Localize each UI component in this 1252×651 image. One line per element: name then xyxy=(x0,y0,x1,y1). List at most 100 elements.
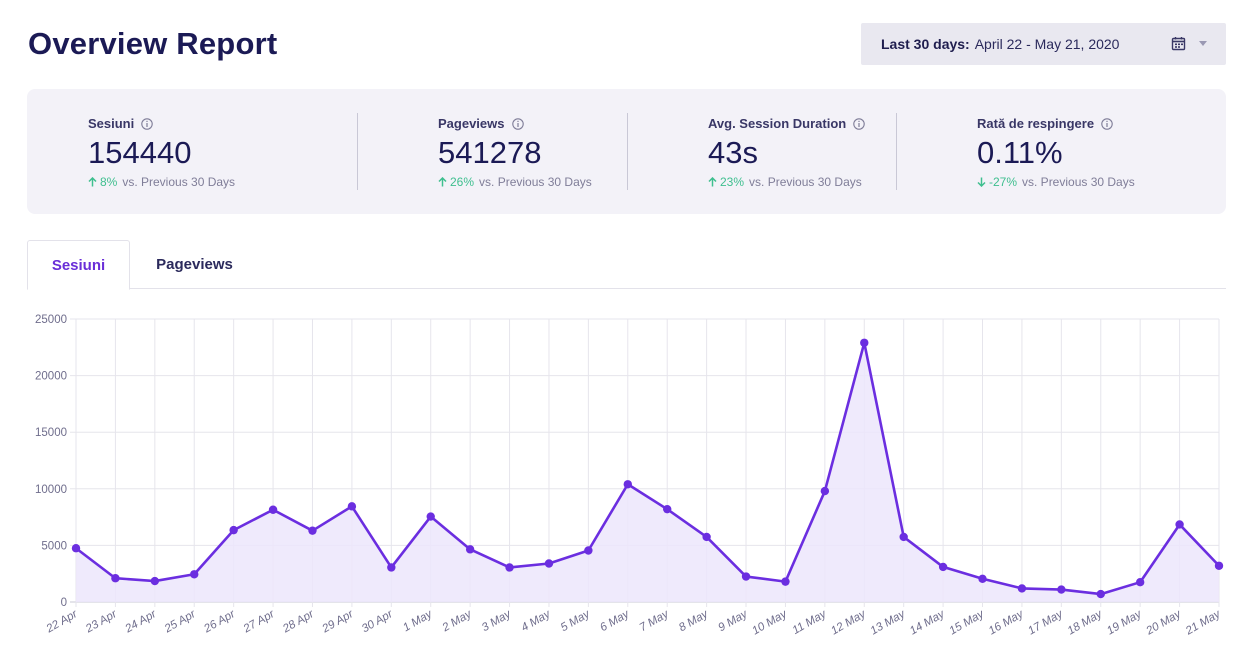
info-icon[interactable] xyxy=(1101,117,1113,130)
x-tick-label: 29 Apr xyxy=(320,608,357,636)
info-icon[interactable] xyxy=(511,117,524,130)
sessions-chart: 25000 20000 15000 10000 5000 0 22 Apr 23 Apr 24… xyxy=(35,314,1224,638)
x-tick-label: 20 May xyxy=(1144,608,1185,638)
stat-compare-text: vs. Previous 30 Days xyxy=(1022,175,1135,189)
stat-change-percent: 8% xyxy=(100,175,118,189)
stat-compare-text: vs. Previous 30 Days xyxy=(479,175,592,189)
x-tick-label: 17 May xyxy=(1026,608,1066,638)
data-point xyxy=(663,504,672,514)
data-point xyxy=(71,544,81,553)
data-point xyxy=(1017,584,1027,593)
x-tick-label: 11 May xyxy=(790,608,829,637)
stat-value: 0.11% xyxy=(977,135,1063,170)
info-icon[interactable] xyxy=(141,117,153,130)
x-tick-label: 2 May xyxy=(440,608,475,635)
data-point xyxy=(308,526,317,535)
stat-change-percent: 23% xyxy=(720,175,745,189)
data-point xyxy=(190,570,199,579)
data-point xyxy=(623,480,632,489)
data-point xyxy=(702,532,711,542)
y-tick-label: 25000 xyxy=(35,314,67,326)
data-point xyxy=(387,563,396,572)
y-tick-label: 0 xyxy=(61,597,67,609)
data-point xyxy=(899,532,908,542)
data-point xyxy=(347,502,357,511)
x-tick-label: 26 Apr xyxy=(201,608,238,636)
stat-title: Avg. Session Duration xyxy=(708,116,847,131)
y-tick-label: 15000 xyxy=(35,427,67,439)
series-line xyxy=(75,341,1220,596)
data-point xyxy=(1214,561,1224,570)
x-tick-label: 8 May xyxy=(677,608,711,635)
stat-title: Rată de respingere xyxy=(977,116,1095,131)
data-point xyxy=(1135,577,1145,587)
data-point xyxy=(781,577,790,586)
date-range-label: Last 30 days: xyxy=(881,36,970,52)
data-point xyxy=(741,572,751,581)
data-point xyxy=(505,563,514,572)
data-point xyxy=(1175,520,1184,529)
date-range-picker[interactable]: Last 30 days: April 22 - May 21, 2020 xyxy=(861,23,1226,65)
arrow-up-icon xyxy=(708,177,717,187)
divider xyxy=(896,113,897,190)
x-tick-label: 13 May xyxy=(869,608,909,638)
data-point xyxy=(111,574,120,583)
y-tick-label: 20000 xyxy=(35,371,67,383)
tab-pageviews[interactable]: Pageviews xyxy=(156,256,233,273)
arrow-up-icon xyxy=(88,177,97,187)
x-tick-label: 12 May xyxy=(829,608,869,638)
data-point xyxy=(544,559,554,568)
x-tick-label: 21 May xyxy=(1183,608,1224,638)
y-tick-label: 10000 xyxy=(35,484,67,496)
stat-compare-text: vs. Previous 30 Days xyxy=(122,175,236,189)
x-tick-label: 30 Apr xyxy=(360,608,396,636)
stat-title: Pageviews xyxy=(438,116,505,131)
x-tick-label: 16 May xyxy=(987,608,1027,638)
data-point xyxy=(860,338,869,347)
stat-value: 154440 xyxy=(88,135,192,170)
x-tick-label: 22 Apr xyxy=(44,608,81,636)
data-point xyxy=(1096,589,1105,599)
chevron-down-icon[interactable] xyxy=(1199,41,1207,46)
data-point xyxy=(465,545,475,554)
stat-value: 43s xyxy=(708,135,758,170)
chart-tabs: Sesiuni Pageviews xyxy=(27,240,1226,290)
x-tick-label: 7 May xyxy=(638,608,672,635)
y-tick-label: 5000 xyxy=(41,540,67,552)
data-point xyxy=(268,505,278,514)
x-tick-label: 24 Apr xyxy=(122,608,159,636)
info-icon[interactable] xyxy=(853,117,865,130)
tab-sesiuni[interactable]: Sesiuni xyxy=(27,240,130,290)
x-tick-label: 27 Apr xyxy=(241,608,278,636)
page-title: Overview Report xyxy=(28,26,278,61)
divider xyxy=(627,113,628,190)
stat-change-percent: -27% xyxy=(989,175,1018,189)
data-point xyxy=(978,574,987,583)
x-tick-label: 14 May xyxy=(908,608,948,638)
data-point xyxy=(229,525,238,535)
x-tick-label: 4 May xyxy=(519,608,553,635)
stat-value: 541278 xyxy=(438,135,542,170)
x-tick-label: 3 May xyxy=(480,608,514,635)
x-tick-label: 25 Apr xyxy=(162,608,199,636)
x-tick-label: 1 May xyxy=(401,608,435,635)
stats-panel: Sesiuni 154440 8% vs. Previous 30 Days P… xyxy=(27,89,1226,214)
x-tick-label: 18 May xyxy=(1066,608,1106,638)
data-point xyxy=(820,486,830,496)
x-tick-label: 5 May xyxy=(559,608,593,635)
stat-compare-text: vs. Previous 30 Days xyxy=(749,175,862,189)
series-area xyxy=(76,342,1219,602)
calendar-icon xyxy=(1171,37,1186,51)
stat-change-percent: 26% xyxy=(450,175,475,189)
date-range-value: April 22 - May 21, 2020 xyxy=(974,36,1120,52)
stat-title: Sesiuni xyxy=(88,116,135,131)
arrow-down-icon xyxy=(977,177,986,187)
x-tick-label: 15 May xyxy=(947,608,987,638)
divider xyxy=(357,113,358,190)
x-tick-label: 23 Apr xyxy=(83,608,120,636)
x-tick-label: 28 Apr xyxy=(280,608,317,636)
data-point xyxy=(1057,585,1066,594)
data-point xyxy=(584,546,593,555)
data-point xyxy=(426,512,435,521)
x-tick-label: 6 May xyxy=(598,608,632,635)
